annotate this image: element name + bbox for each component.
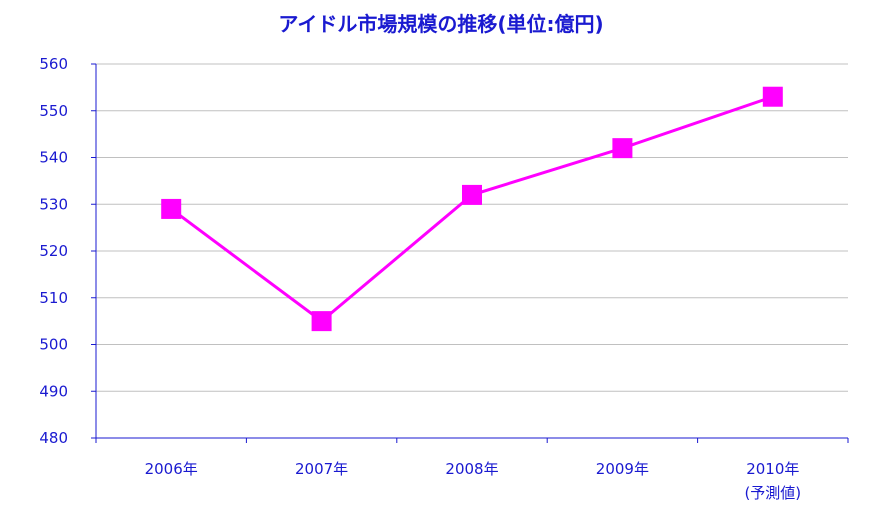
- x-tick-label: 2010年: [746, 460, 799, 478]
- data-point-marker: [762, 86, 783, 107]
- y-tick-label: 540: [39, 149, 68, 167]
- series-markers: [161, 86, 783, 332]
- chart-title: アイドル市場規模の推移(単位:億円): [278, 12, 604, 36]
- y-tick-label: 480: [39, 429, 68, 447]
- series-line: [170, 95, 774, 324]
- x-tick-sublabel: (予測値): [744, 484, 801, 502]
- y-tick-label: 500: [39, 336, 68, 354]
- data-point-marker: [462, 184, 482, 205]
- x-tick-labels: 2006年 2007年 2008年 2009年 2010年 (予測値): [145, 460, 802, 502]
- data-point-marker: [612, 138, 633, 159]
- y-tick-label: 490: [39, 382, 68, 400]
- y-tick-label: 560: [39, 55, 68, 73]
- x-tick-label: 2009年: [596, 460, 649, 478]
- axes: [91, 63, 849, 443]
- grid-lines: [96, 63, 848, 392]
- y-tick-label: 550: [39, 102, 68, 120]
- y-tick-labels: 480 490 500 510 520 530 540 550 560: [39, 55, 68, 447]
- series-line: [170, 95, 774, 324]
- data-point-marker: [311, 311, 332, 332]
- y-tick-label: 510: [39, 289, 68, 307]
- y-tick-label: 530: [39, 195, 68, 213]
- x-tick-label: 2006年: [145, 460, 198, 478]
- x-tick-label: 2008年: [445, 460, 498, 478]
- data-point-marker: [161, 198, 182, 219]
- y-tick-label: 520: [39, 242, 68, 260]
- x-tick-label: 2007年: [295, 460, 348, 478]
